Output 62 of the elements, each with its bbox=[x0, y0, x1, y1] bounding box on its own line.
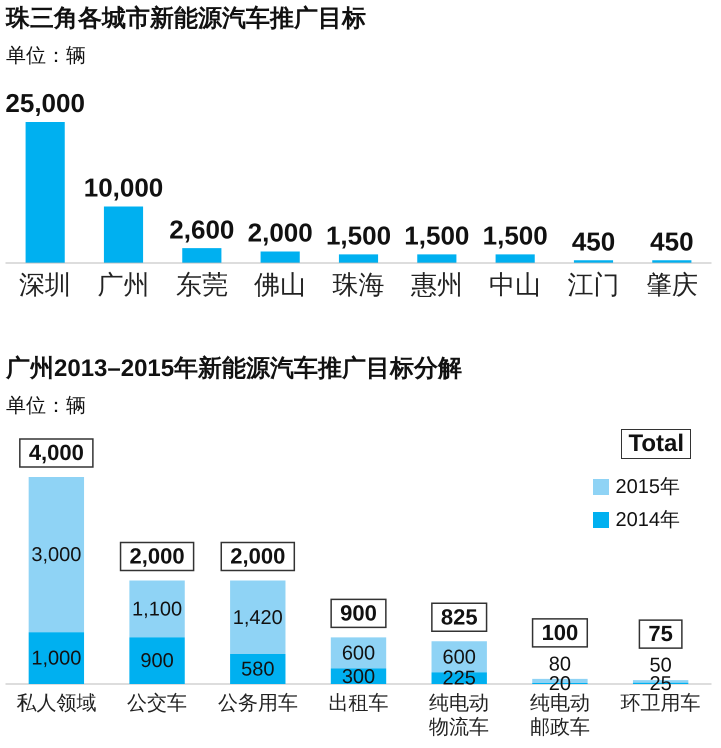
chart-subtitle: 单位：辆 bbox=[6, 44, 86, 69]
bar bbox=[182, 248, 222, 263]
data-label: 3,000 bbox=[31, 544, 82, 566]
bar bbox=[28, 632, 84, 684]
data-label: 450 bbox=[572, 226, 616, 256]
bar bbox=[417, 254, 456, 263]
data-label: 25,000 bbox=[5, 88, 85, 118]
chart-title: 广州2013–2015年新能源汽车推广目标分解 bbox=[6, 354, 462, 384]
bar bbox=[104, 206, 144, 263]
data-label: 300 bbox=[342, 666, 376, 688]
bar bbox=[129, 580, 185, 638]
bar bbox=[338, 254, 378, 263]
bar bbox=[230, 580, 286, 654]
total-label: 100 bbox=[542, 620, 578, 645]
data-label: 1,000 bbox=[31, 648, 82, 670]
bar bbox=[129, 637, 185, 684]
chart-subtitle: 单位：辆 bbox=[6, 394, 86, 419]
x-tick-label: 公务用车 bbox=[218, 692, 298, 715]
data-label: 80 bbox=[548, 653, 572, 676]
bar bbox=[28, 477, 84, 632]
x-tick-label: 珠海 bbox=[332, 270, 384, 300]
total-label: 75 bbox=[648, 621, 673, 646]
x-tick-label: 惠州 bbox=[410, 270, 463, 300]
bar bbox=[496, 254, 535, 263]
data-label: 450 bbox=[650, 226, 694, 256]
x-tick-label: 中山 bbox=[489, 270, 542, 300]
total-label: 4,000 bbox=[28, 440, 84, 466]
data-label: 1,500 bbox=[326, 220, 392, 251]
data-label: 2,000 bbox=[248, 218, 313, 248]
total-label: 825 bbox=[440, 604, 478, 630]
data-label: 10,000 bbox=[84, 172, 164, 203]
chart-title: 珠三角各城市新能源汽车推广目标 bbox=[6, 4, 366, 34]
x-tick-label: 公交车 bbox=[127, 692, 188, 715]
bar bbox=[26, 122, 65, 263]
data-label: 580 bbox=[241, 658, 274, 681]
x-tick-label: 私人领域 bbox=[16, 692, 96, 715]
x-tick-label: 纯电动物流车 bbox=[429, 692, 490, 739]
x-tick-label: 广州 bbox=[98, 270, 150, 300]
x-tick-label: 深圳 bbox=[19, 270, 72, 300]
data-label: 50 bbox=[650, 654, 672, 677]
data-label: 2,600 bbox=[169, 214, 234, 244]
total-label: 2,000 bbox=[230, 544, 286, 569]
total-label: 2,000 bbox=[130, 544, 185, 569]
legend-label: 2014年 bbox=[615, 508, 680, 533]
x-tick-label: 东莞 bbox=[176, 270, 228, 300]
data-label: 1,100 bbox=[132, 598, 182, 620]
data-label: 1,500 bbox=[482, 220, 548, 251]
data-label: 900 bbox=[140, 650, 174, 672]
x-tick-label: 纯电动邮政车 bbox=[530, 692, 590, 739]
x-tick-label: 肇庆 bbox=[646, 270, 698, 300]
data-label: 1,420 bbox=[232, 606, 283, 629]
bar bbox=[260, 252, 300, 263]
x-tick-label: 环卫用车 bbox=[620, 692, 701, 715]
x-tick-label: 出租车 bbox=[328, 692, 388, 715]
x-tick-label: 佛山 bbox=[254, 270, 306, 300]
data-label: 600 bbox=[442, 646, 476, 668]
data-label: 600 bbox=[342, 642, 376, 664]
data-label: 1,500 bbox=[404, 220, 470, 251]
legend-title: Total bbox=[621, 429, 691, 459]
x-tick-label: 江门 bbox=[568, 270, 620, 300]
legend-label: 2015年 bbox=[615, 475, 680, 500]
total-label: 900 bbox=[340, 600, 377, 626]
